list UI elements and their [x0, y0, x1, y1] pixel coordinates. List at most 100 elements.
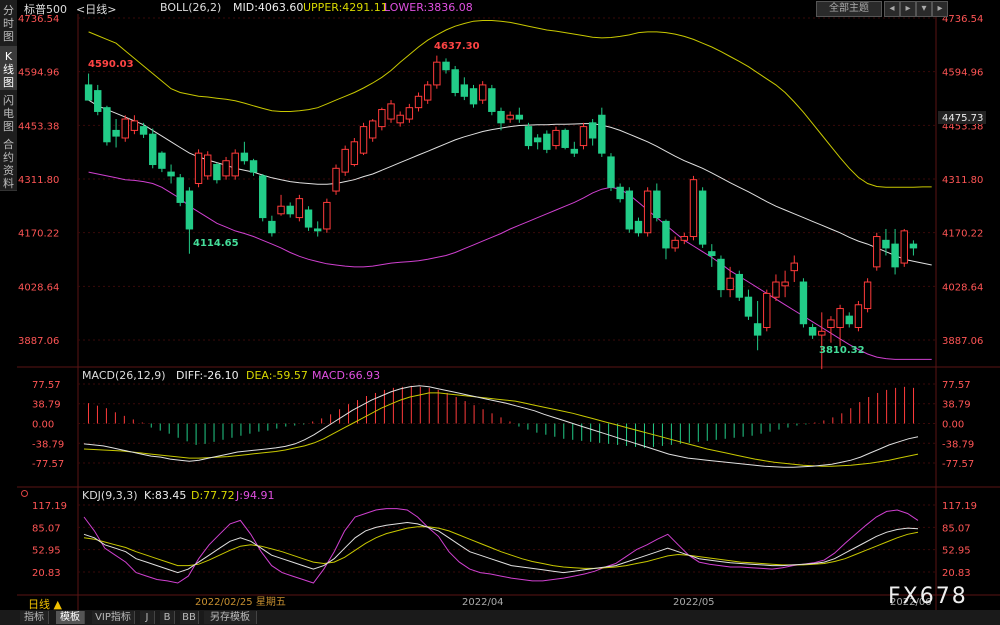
- kdj-tick-left: 52.95: [32, 546, 61, 557]
- candle-body: [524, 126, 533, 147]
- annotation-low-1: 4114.65: [193, 238, 239, 249]
- macd-label: MACD(26,12,9): [82, 369, 166, 382]
- settings-button[interactable]: ▸: [932, 1, 948, 17]
- candle-body: [405, 107, 414, 120]
- candle-body: [497, 110, 505, 124]
- price-tick-left: 4170.22: [18, 229, 59, 240]
- macd-tick-right: -77.57: [942, 459, 974, 470]
- tab-save-template[interactable]: 另存模板: [204, 611, 257, 624]
- candle-body: [103, 107, 111, 143]
- last-price-tag: [938, 111, 986, 124]
- candle-body: [231, 152, 239, 177]
- price-tick-left: 4736.54: [18, 14, 59, 25]
- tab-contract-info[interactable]: 合约资料: [0, 134, 17, 191]
- candle-body: [204, 154, 212, 177]
- candle-body: [414, 95, 423, 109]
- tab-bb[interactable]: BB: [180, 611, 199, 624]
- candle-body: [717, 258, 725, 291]
- period-select-button[interactable]: 日线 ▲: [28, 598, 62, 611]
- price-tick-right: 3887.06: [942, 336, 983, 347]
- tab-b[interactable]: B: [160, 611, 175, 624]
- price-tick-right: 4453.38: [942, 121, 983, 132]
- kdj-marker-icon: [21, 490, 28, 497]
- candle-body: [808, 327, 817, 336]
- watermark: FX678: [888, 584, 968, 609]
- kdj-tick-left: 20.83: [32, 568, 61, 579]
- tab-j[interactable]: J: [140, 611, 155, 624]
- menu-button[interactable]: ▾: [916, 1, 932, 17]
- candle-body: [845, 315, 853, 325]
- candle-body: [781, 281, 789, 287]
- candle-body: [607, 156, 615, 188]
- x-label-cursor-date: 2022/02/25 星期五: [195, 596, 286, 608]
- candle-body: [368, 120, 377, 139]
- next-button[interactable]: ▸: [900, 1, 916, 17]
- candle-body: [460, 84, 469, 97]
- candle-body: [708, 251, 716, 256]
- symbol-name: 标普500: [24, 3, 67, 16]
- candle-body: [836, 308, 844, 329]
- candle-body: [506, 114, 514, 120]
- kdj-k-line: [83, 521, 919, 574]
- x-label-apr: 2022/04: [462, 597, 504, 608]
- price-tick-right: 4736.54: [942, 14, 983, 25]
- candle-body: [387, 103, 395, 120]
- candle-body: [616, 186, 624, 200]
- tab-indicator[interactable]: 指标: [20, 611, 49, 624]
- candle-body: [323, 201, 331, 230]
- candle-body: [359, 126, 368, 154]
- kdj-label: KDJ(9,3,3): [82, 489, 138, 502]
- candle-body: [744, 296, 753, 317]
- macd-tick-right: 0.00: [942, 420, 964, 431]
- price-tick-left: 4028.64: [18, 282, 59, 293]
- boll-label: BOLL(26,2): [160, 1, 222, 14]
- candle-body: [634, 220, 643, 234]
- candle-body: [863, 281, 872, 310]
- tab-flash[interactable]: 闪电图: [0, 90, 17, 135]
- candle-body: [698, 190, 707, 245]
- annotation-high-1: 4590.03: [88, 59, 134, 70]
- macd-tick-right: 77.57: [942, 380, 971, 391]
- macd-tick-left: -38.79: [32, 439, 64, 450]
- tab-template[interactable]: 模板: [56, 611, 85, 624]
- price-tick-left: 4453.38: [18, 121, 59, 132]
- candle-body: [185, 190, 194, 230]
- kdj-d-line: [83, 526, 919, 569]
- candle-body: [350, 141, 359, 166]
- macd-dea: DEA:-59.57: [246, 369, 308, 382]
- candle-body: [286, 205, 294, 215]
- candle-body: [643, 190, 652, 234]
- theme-dropdown[interactable]: 全部主题: [816, 1, 882, 17]
- candle-body: [130, 120, 139, 131]
- kdj-panel: 117.19 117.19 85.07 85.07 52.95 52.95 20.83 20.…: [32, 501, 977, 584]
- candle-body: [827, 319, 835, 329]
- candle-body: [451, 69, 459, 93]
- candle-body: [588, 122, 597, 139]
- tab-kline[interactable]: K线图: [0, 46, 17, 91]
- boll-lower-line: [88, 171, 932, 360]
- candle-body: [735, 273, 743, 298]
- candle-body: [304, 209, 313, 228]
- candle-body: [396, 114, 404, 124]
- candle-body: [772, 281, 780, 298]
- macd-tick-left: 38.79: [32, 400, 61, 411]
- kdj-k: K:83.45: [144, 489, 187, 502]
- tab-intraday[interactable]: 分时图: [0, 0, 17, 47]
- candle-body: [249, 160, 258, 173]
- candle-body: [176, 177, 184, 203]
- candle-body: [433, 61, 441, 86]
- candle-body: [240, 152, 249, 162]
- candle-body: [799, 281, 808, 325]
- boll-lower: LOWER:3836.08: [384, 1, 473, 14]
- kdj-tick-right: 52.95: [942, 546, 971, 557]
- x-label-jun: 2022/06: [890, 597, 932, 608]
- candle-body: [84, 84, 93, 101]
- candle-body: [891, 243, 899, 268]
- macd-panel: 77.57 77.57 38.79 38.79 0.00 0.00 -38.79 -38.79…: [32, 380, 974, 470]
- tab-vip-indicator[interactable]: VIP指标: [92, 611, 135, 624]
- candle-body: [625, 190, 634, 230]
- annotation-high-2: 4637.30: [434, 41, 480, 52]
- prev-button[interactable]: ◂: [884, 1, 900, 17]
- boll-mid: MID:4063.60: [233, 1, 304, 14]
